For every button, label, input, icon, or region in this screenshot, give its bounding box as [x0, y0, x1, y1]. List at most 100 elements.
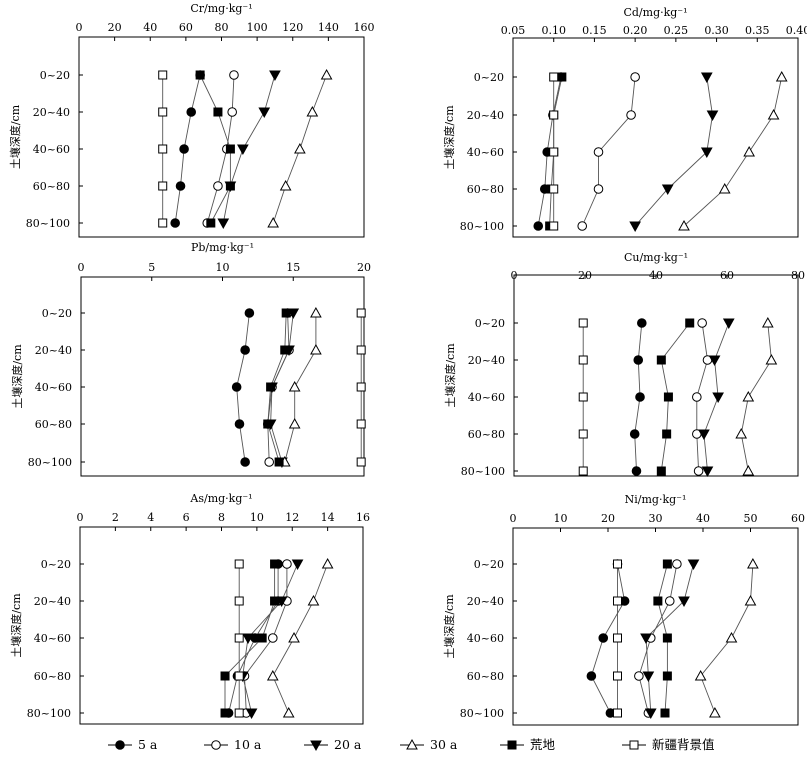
y-tick-label: 20~40 [468, 354, 505, 367]
data-point [158, 218, 168, 228]
data-point [549, 110, 559, 120]
y-tick-label: 20~40 [35, 344, 72, 357]
panel-title: Cd/mg·kg⁻¹ [623, 6, 687, 19]
data-point [678, 219, 690, 231]
data-point [743, 145, 755, 157]
panel-4: Cu/mg·kg⁻¹ 0 20 40 60 80 0~20 20~40 40~60 60~80 80… [443, 251, 805, 478]
data-point [170, 218, 180, 228]
data-point [722, 318, 735, 330]
x-tick-label: 6 [183, 511, 190, 524]
x-tick-label: 0.40 [786, 24, 807, 37]
legend-label: 20 a [334, 737, 362, 752]
data-point [321, 557, 334, 569]
data-point [287, 308, 300, 320]
y-axis-title: 土壤深度/cm [10, 344, 24, 409]
data-point [765, 353, 778, 365]
data-point [578, 392, 588, 402]
y-tick-label: 0~20 [475, 317, 505, 330]
data-point [158, 181, 168, 191]
data-point [672, 559, 682, 569]
x-tick-label: 10 [250, 511, 264, 524]
data-point [635, 392, 645, 402]
data-point [662, 559, 672, 569]
data-point [356, 308, 366, 318]
data-point [735, 427, 748, 439]
y-tick-label: 0~20 [40, 69, 70, 82]
data-point [229, 70, 239, 80]
data-point [356, 345, 366, 355]
x-tick-label: 160 [354, 21, 375, 34]
data-point [356, 382, 366, 392]
data-point [356, 457, 366, 467]
x-tick-label: 2 [112, 511, 119, 524]
data-point [213, 107, 223, 117]
series-background [549, 72, 559, 231]
data-point [175, 181, 186, 191]
data-point [709, 706, 721, 718]
legend-label: 5 a [138, 737, 158, 752]
y-axis-title: 土壤深度/cm [442, 594, 456, 659]
x-tick-label: 0.25 [664, 24, 689, 37]
data-point [234, 596, 244, 606]
panel-title: Cu/mg·kg⁻¹ [624, 251, 688, 264]
panel-3: Pb/mg·kg⁻¹ 0 5 10 15 20 0~20 20~40 40~60 60~80 80~… [10, 241, 371, 477]
data-point [761, 316, 774, 328]
series-5a [231, 308, 255, 467]
data-point [307, 594, 320, 606]
y-axis-title: 土壤深度/cm [8, 104, 22, 169]
data-point [662, 429, 672, 439]
series-30a [278, 306, 322, 467]
series-5a [170, 70, 205, 228]
series-background [578, 318, 588, 476]
x-tick-label: 4 [147, 511, 154, 524]
data-point [158, 70, 168, 80]
data-point [586, 671, 597, 681]
data-point [533, 221, 544, 231]
data-point [578, 355, 588, 365]
y-tick-label: 40~60 [467, 146, 504, 159]
series-background [356, 308, 366, 467]
data-point [240, 457, 250, 467]
series-5a [629, 318, 647, 476]
legend: 5 a 10 a 20 a 30 a 荒地 新疆背景值 [108, 737, 715, 752]
data-point [158, 144, 168, 154]
data-point [356, 419, 366, 429]
y-axis-title: 土壤深度/cm [443, 343, 457, 408]
data-point [640, 633, 652, 645]
x-tick-label: 0.15 [582, 24, 607, 37]
data-point [692, 392, 702, 402]
data-point [593, 184, 604, 194]
y-tick-label: 20~40 [467, 109, 504, 122]
legend-item-20a: 20 a [304, 737, 362, 752]
data-point [685, 318, 695, 328]
legend-label: 10 a [234, 737, 262, 752]
data-point [661, 184, 674, 196]
data-point [282, 559, 292, 569]
data-point [613, 708, 622, 718]
data-point [186, 107, 197, 117]
x-tick-label: 0.10 [541, 24, 566, 37]
y-tick-label: 20~40 [34, 595, 71, 608]
data-point [279, 179, 292, 191]
series-wasteland [263, 308, 291, 467]
series-30a [694, 557, 759, 718]
x-tick-label: 0 [511, 269, 518, 282]
data-point [231, 382, 242, 392]
y-tick-label: 80~100 [460, 220, 504, 233]
y-axis-title: 土壤深度/cm [9, 593, 23, 658]
data-point [744, 594, 757, 606]
data-point [244, 308, 255, 318]
legend-label: 荒地 [530, 737, 556, 752]
data-point [269, 70, 281, 82]
panel-title: As/mg·kg⁻¹ [189, 492, 252, 505]
data-point [626, 110, 636, 120]
data-point [613, 559, 622, 569]
data-point [700, 72, 713, 84]
data-point [288, 631, 300, 643]
series-30a [735, 316, 778, 476]
legend-item-wasteland: 荒地 [500, 737, 556, 752]
y-tick-label: 0~20 [474, 558, 504, 571]
data-point [701, 466, 714, 478]
panel-title: Cr/mg·kg⁻¹ [190, 2, 252, 15]
plot-frame [80, 276, 365, 477]
